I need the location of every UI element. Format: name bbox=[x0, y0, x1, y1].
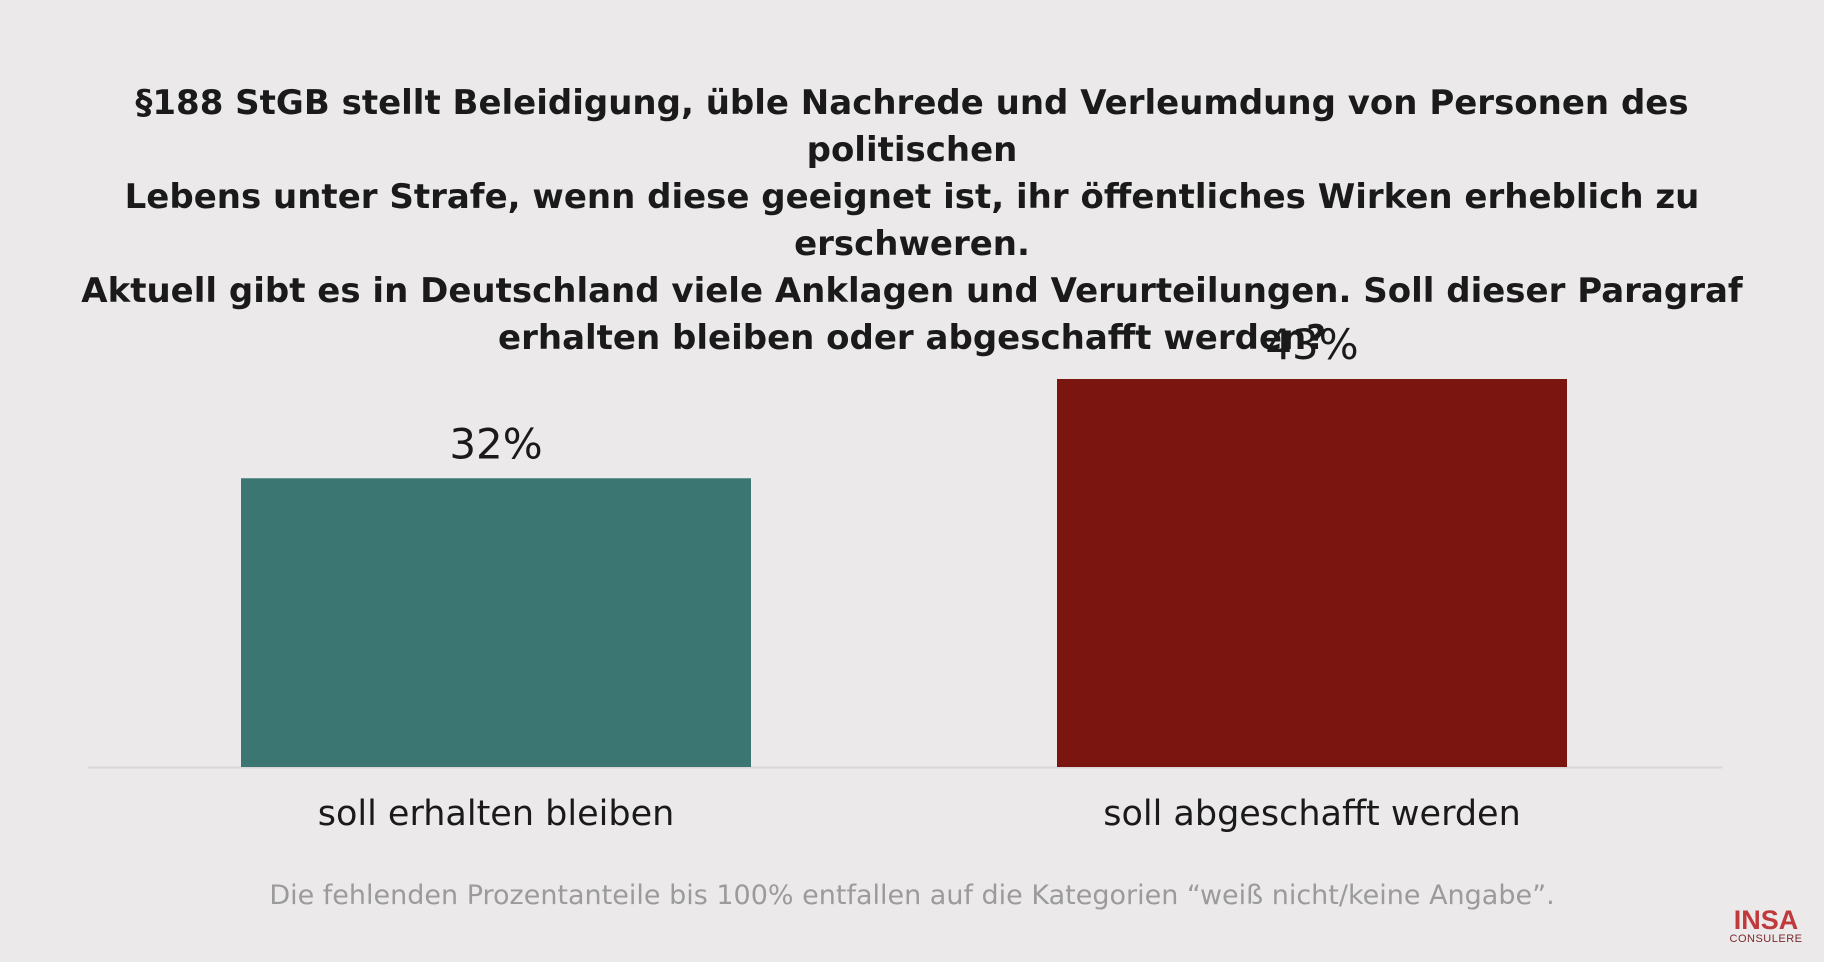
footnote: Die fehlenden Prozentanteile bis 100% en… bbox=[269, 880, 1555, 911]
logo-subtitle: CONSULERE bbox=[1729, 933, 1803, 945]
chart-title-line: erhalten bleiben oder abgeschafft werden… bbox=[498, 318, 1326, 358]
chart-title-line: §188 StGB stellt Beleidigung, üble Nachr… bbox=[135, 83, 1689, 170]
category-label: soll abgeschafft werden bbox=[1103, 794, 1521, 834]
chart-title-line: Aktuell gibt es in Deutschland viele Ank… bbox=[81, 271, 1743, 311]
bar-value-label: 43% bbox=[1265, 320, 1358, 369]
bar bbox=[1057, 379, 1567, 767]
bar-value-label: 32% bbox=[449, 419, 542, 468]
chart-title: §188 StGB stellt Beleidigung, üble Nachr… bbox=[60, 80, 1764, 362]
bar bbox=[241, 478, 751, 767]
insa-logo: INSA CONSULERE bbox=[1720, 907, 1812, 945]
chart-title-line: Lebens unter Strafe, wenn diese geeignet… bbox=[124, 177, 1700, 264]
logo-wordmark: INSA bbox=[1733, 905, 1799, 935]
category-label: soll erhalten bleiben bbox=[318, 794, 675, 834]
